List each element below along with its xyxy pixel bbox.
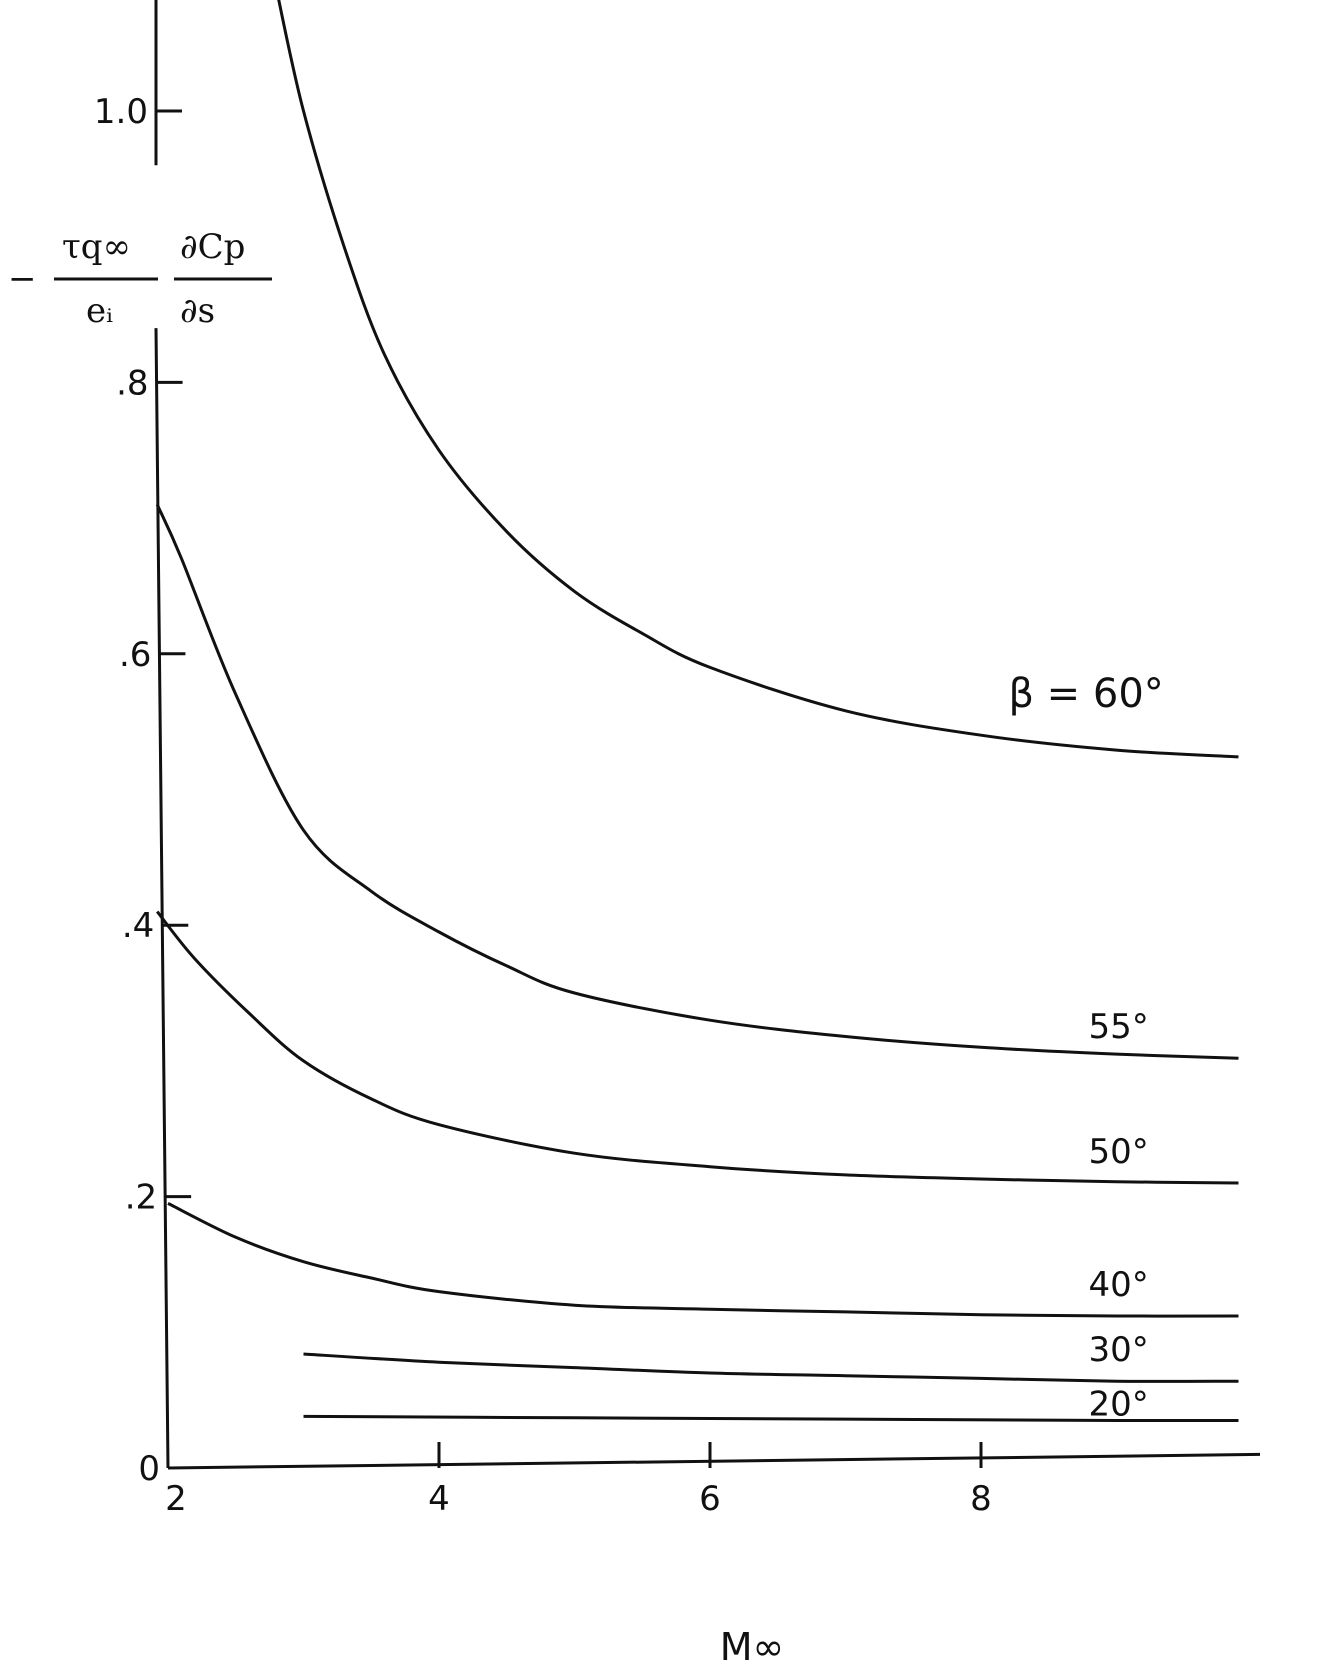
y-axis-label-sign: − — [8, 259, 37, 299]
y-axis-label-numerator-1: τq∞ — [62, 227, 131, 267]
series-line — [277, 0, 1239, 759]
x-tick-label: 6 — [699, 1479, 721, 1519]
y-axis-line — [154, 328, 170, 1469]
series-line — [303, 1352, 1239, 1383]
y-axis-label: − τq∞ eᵢ ∂Cp ∂s — [8, 227, 272, 331]
series-label: 40° — [1088, 1265, 1148, 1305]
x-tick-label: 8 — [970, 1479, 992, 1519]
series-label: 50° — [1088, 1132, 1148, 1172]
series-label: β = 60° — [1008, 671, 1163, 717]
x-axis-line — [167, 1452, 1261, 1470]
series-label: 30° — [1088, 1330, 1148, 1370]
axes — [154, 0, 1261, 1470]
series-labels: β = 60° 55° 50° 40° 30° 20° — [1008, 671, 1163, 1425]
y-axis-label-numerator-2: ∂Cp — [180, 227, 245, 267]
y-tick-label: 1.0 — [94, 92, 148, 132]
y-axis-label-denominator-1: eᵢ — [86, 291, 113, 331]
series-line — [155, 503, 1239, 1060]
y-tick-label: .8 — [116, 363, 148, 403]
x-axis-title: M∞ — [720, 1625, 784, 1668]
series-line — [167, 1202, 1239, 1318]
x-tick-label: 4 — [428, 1479, 450, 1519]
curves — [155, 0, 1239, 1423]
y-axis-label-denominator-2: ∂s — [180, 291, 215, 331]
series-label: 55° — [1088, 1007, 1148, 1047]
y-tick-label: .6 — [119, 635, 151, 675]
series-label: 20° — [1088, 1385, 1148, 1425]
y-tick-label: .2 — [125, 1178, 157, 1218]
ticks: 0 .2 .4 .6 .8 1.0 2 4 6 8 — [94, 92, 992, 1519]
x-tick-label: 2 — [165, 1479, 187, 1519]
series-line — [303, 1414, 1239, 1423]
y-tick-label: 0 — [138, 1449, 160, 1489]
y-tick-label: .4 — [122, 906, 154, 946]
series-line — [156, 910, 1239, 1185]
